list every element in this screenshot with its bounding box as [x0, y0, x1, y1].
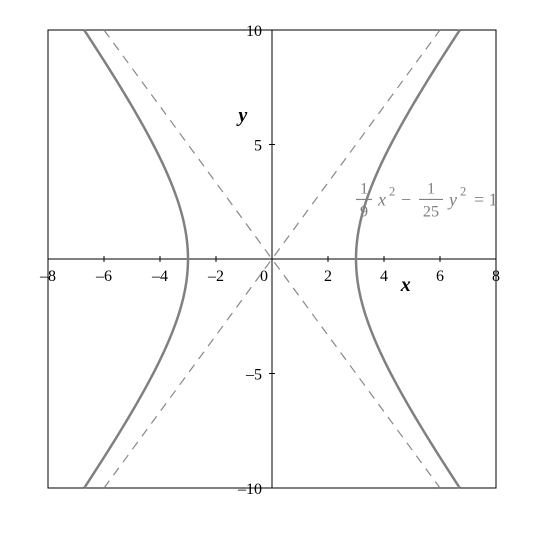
svg-text:1: 1: [427, 179, 435, 197]
y-tick-label: 5: [254, 138, 262, 155]
x-tick-label: –2: [207, 268, 224, 285]
x-tick-label: 2: [324, 268, 332, 285]
x-tick-label: –8: [39, 268, 56, 285]
y-tick-label: –10: [237, 481, 262, 498]
x-tick-label: 8: [492, 268, 500, 285]
x-axis-label: x: [400, 274, 411, 296]
svg-text:y: y: [447, 189, 457, 209]
x-tick-label: 0: [260, 268, 268, 285]
svg-text:2: 2: [460, 184, 466, 198]
equation-label: 19x2−125y2= 1: [356, 179, 498, 220]
y-tick-label: –5: [245, 367, 262, 384]
x-tick-label: –6: [95, 268, 112, 285]
svg-text:−: −: [401, 189, 411, 209]
plot-svg: –8–6–4–202468–10–5510xy19x2−125y2= 1: [0, 0, 536, 558]
svg-text:25: 25: [423, 203, 439, 221]
hyperbola-chart: –8–6–4–202468–10–5510xy19x2−125y2= 1: [0, 0, 536, 558]
x-tick-label: –4: [151, 268, 168, 285]
svg-text:9: 9: [360, 203, 368, 221]
x-tick-label: 6: [436, 268, 444, 285]
svg-text:x: x: [377, 189, 386, 209]
svg-text:= 1: = 1: [474, 189, 498, 209]
svg-text:1: 1: [360, 179, 368, 197]
y-axis-label: y: [236, 105, 247, 127]
svg-text:2: 2: [389, 184, 395, 198]
y-tick-label: 10: [246, 23, 262, 40]
x-tick-label: 4: [380, 268, 388, 285]
